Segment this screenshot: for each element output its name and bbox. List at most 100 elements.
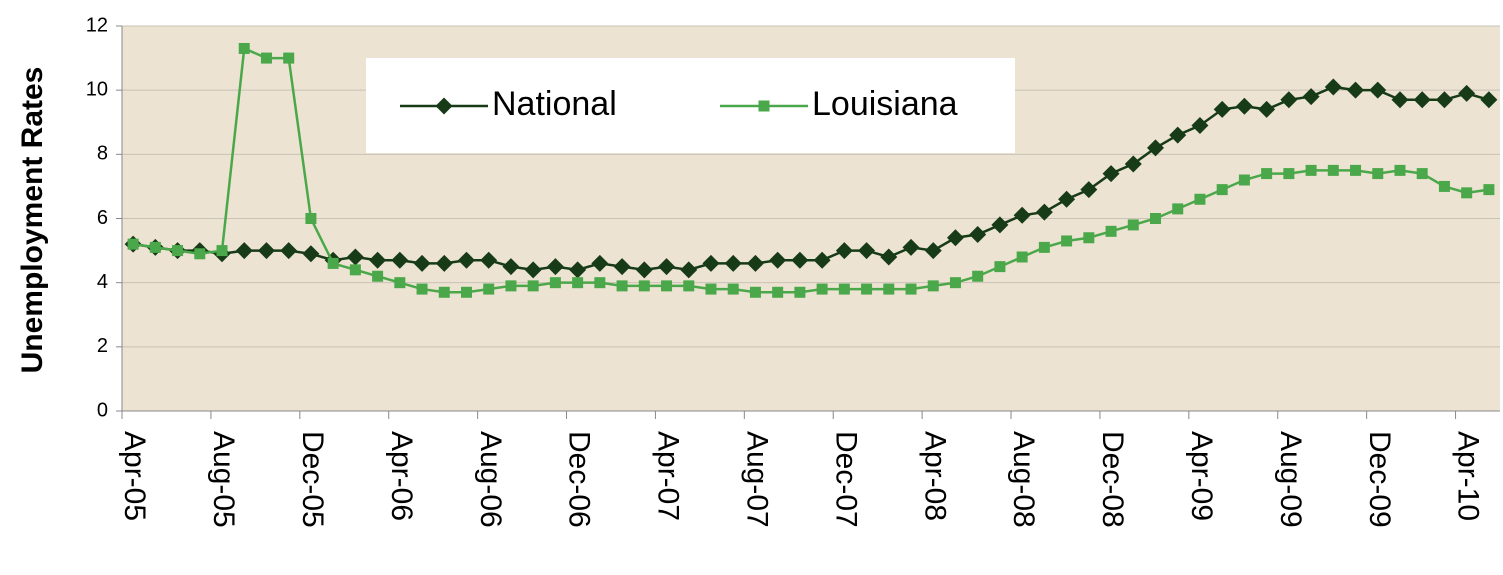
x-tick-label: Apr-06 <box>385 431 418 521</box>
square-marker <box>1416 168 1428 180</box>
square-marker <box>1083 232 1095 244</box>
square-marker <box>972 270 984 282</box>
square-marker <box>838 283 850 295</box>
square-marker <box>683 280 695 292</box>
diamond-marker <box>569 261 587 279</box>
square-marker <box>594 277 606 289</box>
diamond-marker <box>235 242 253 260</box>
diamond-marker <box>1147 139 1164 157</box>
x-tick-label: Aug-07 <box>741 431 774 528</box>
square-marker <box>1194 193 1206 205</box>
square-marker <box>416 283 428 295</box>
diamond-marker <box>257 242 275 260</box>
square-marker <box>349 264 361 276</box>
diamond-marker <box>1458 84 1476 102</box>
diamond-marker <box>1235 97 1253 115</box>
square-marker <box>549 277 561 289</box>
y-tick-label: 0 <box>97 399 108 421</box>
x-tick-label: Dec-07 <box>829 431 862 528</box>
square-marker <box>905 283 917 295</box>
diamond-marker <box>880 248 898 266</box>
square-marker <box>883 283 895 295</box>
square-marker <box>1016 251 1028 263</box>
diamond-marker <box>1191 116 1209 134</box>
diamond-marker <box>724 254 742 272</box>
diamond-marker <box>413 254 431 272</box>
square-marker <box>1261 168 1273 180</box>
diamond-marker <box>1258 100 1276 118</box>
square-marker <box>572 277 584 289</box>
square-marker <box>327 257 339 269</box>
square-marker <box>461 286 472 298</box>
diamond-marker <box>435 97 453 115</box>
square-marker <box>260 52 272 64</box>
diamond-marker <box>1213 100 1231 118</box>
diamond-marker <box>1102 165 1120 183</box>
square-marker <box>758 100 770 112</box>
square-marker <box>949 277 961 289</box>
square-marker <box>616 280 628 292</box>
square-marker <box>1238 174 1250 186</box>
diamond-marker <box>991 216 1009 234</box>
square-marker <box>638 280 650 292</box>
diamond-marker <box>1280 91 1298 109</box>
x-tick-label: Apr-05 <box>118 431 151 521</box>
diamond-marker <box>835 242 853 260</box>
square-marker <box>1150 213 1161 224</box>
square-marker <box>749 286 761 298</box>
diamond-marker <box>1124 155 1142 173</box>
diamond-marker <box>346 248 364 266</box>
y-axis-title: Unemployment Rates <box>16 67 49 374</box>
diamond-marker <box>591 254 609 272</box>
square-marker <box>861 283 873 295</box>
diamond-marker <box>458 251 475 269</box>
diamond-marker <box>680 261 698 279</box>
diamond-marker <box>1302 88 1320 106</box>
square-marker <box>1172 203 1184 215</box>
diamond-marker <box>280 242 298 260</box>
square-marker <box>194 248 206 260</box>
square-marker <box>1438 180 1450 192</box>
x-tick-label: Aug-09 <box>1274 431 1307 528</box>
square-marker <box>1105 225 1117 237</box>
diamond-marker <box>524 261 542 279</box>
diamond-marker <box>1413 91 1431 109</box>
diamond-marker <box>1480 91 1498 109</box>
diamond-marker <box>813 251 831 269</box>
square-marker <box>1038 241 1050 253</box>
square-marker <box>283 52 295 64</box>
square-marker <box>505 280 517 292</box>
x-tick-label: Dec-06 <box>563 431 596 528</box>
square-marker <box>127 238 139 250</box>
diamond-marker <box>391 251 409 269</box>
square-marker <box>727 283 739 295</box>
x-tick-label: Dec-09 <box>1363 431 1396 528</box>
x-tick-label: Aug-05 <box>207 431 240 528</box>
diamond-marker <box>769 251 787 269</box>
square-marker <box>483 283 495 295</box>
diamond-marker <box>1391 91 1409 109</box>
x-tick-label: Aug-08 <box>1007 431 1040 528</box>
square-marker <box>994 261 1006 273</box>
square-marker <box>1394 164 1406 176</box>
square-marker <box>527 280 539 292</box>
diamond-marker <box>746 254 764 272</box>
x-tick-label: Apr-09 <box>1185 431 1218 521</box>
diamond-marker <box>480 251 498 269</box>
square-marker <box>1283 168 1295 180</box>
diamond-marker <box>369 251 387 269</box>
legend-label: National <box>492 85 617 123</box>
square-marker <box>238 42 250 54</box>
square-marker <box>1461 187 1473 199</box>
diamond-marker <box>502 258 520 276</box>
diamond-marker <box>1324 78 1342 96</box>
diamond-marker <box>1058 190 1076 208</box>
diamond-marker <box>924 242 942 260</box>
square-marker <box>1127 219 1139 231</box>
y-tick-label: 6 <box>97 207 108 229</box>
square-marker <box>216 245 228 257</box>
x-tick-label: Apr-07 <box>652 431 685 521</box>
x-tick-label: Aug-06 <box>474 431 507 528</box>
square-marker <box>1483 184 1495 196</box>
